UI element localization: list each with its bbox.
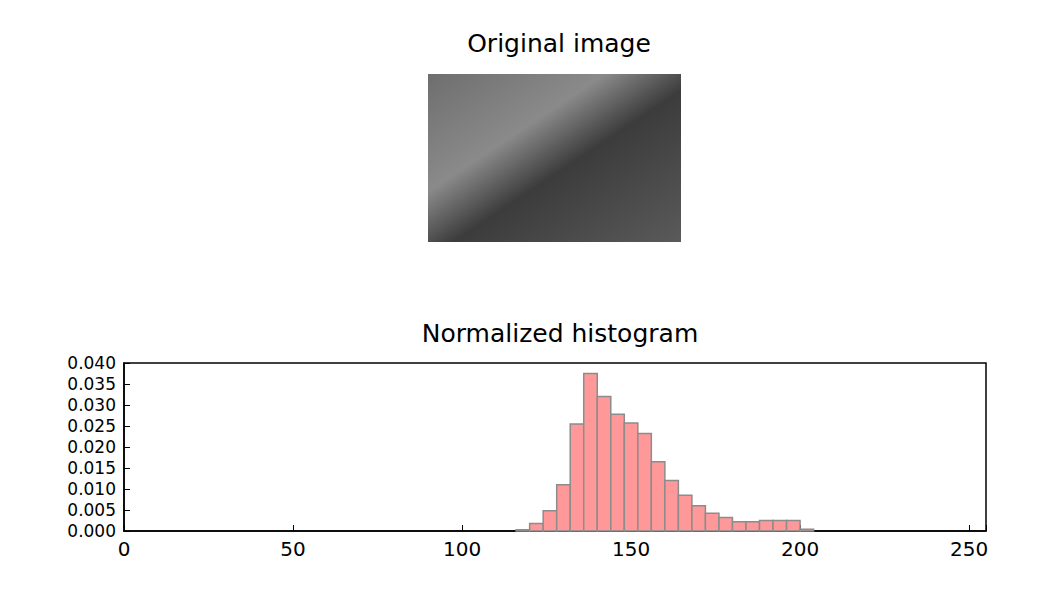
svg-text:0.040: 0.040	[67, 353, 116, 373]
svg-text:100: 100	[443, 537, 481, 561]
svg-text:200: 200	[781, 537, 819, 561]
svg-text:Normalized histogram: Normalized histogram	[422, 319, 698, 348]
svg-text:0.015: 0.015	[67, 458, 116, 478]
svg-text:0.020: 0.020	[67, 437, 116, 457]
svg-text:0.010: 0.010	[67, 479, 116, 499]
svg-text:250: 250	[950, 537, 988, 561]
svg-text:50: 50	[280, 537, 305, 561]
svg-text:0.035: 0.035	[67, 374, 116, 394]
svg-text:0.030: 0.030	[67, 395, 116, 415]
svg-text:0.000: 0.000	[67, 521, 116, 541]
svg-text:0: 0	[118, 537, 131, 561]
svg-text:150: 150	[612, 537, 650, 561]
svg-text:0.025: 0.025	[67, 416, 116, 436]
svg-text:Original image: Original image	[467, 29, 651, 58]
svg-text:0.005: 0.005	[67, 500, 116, 520]
